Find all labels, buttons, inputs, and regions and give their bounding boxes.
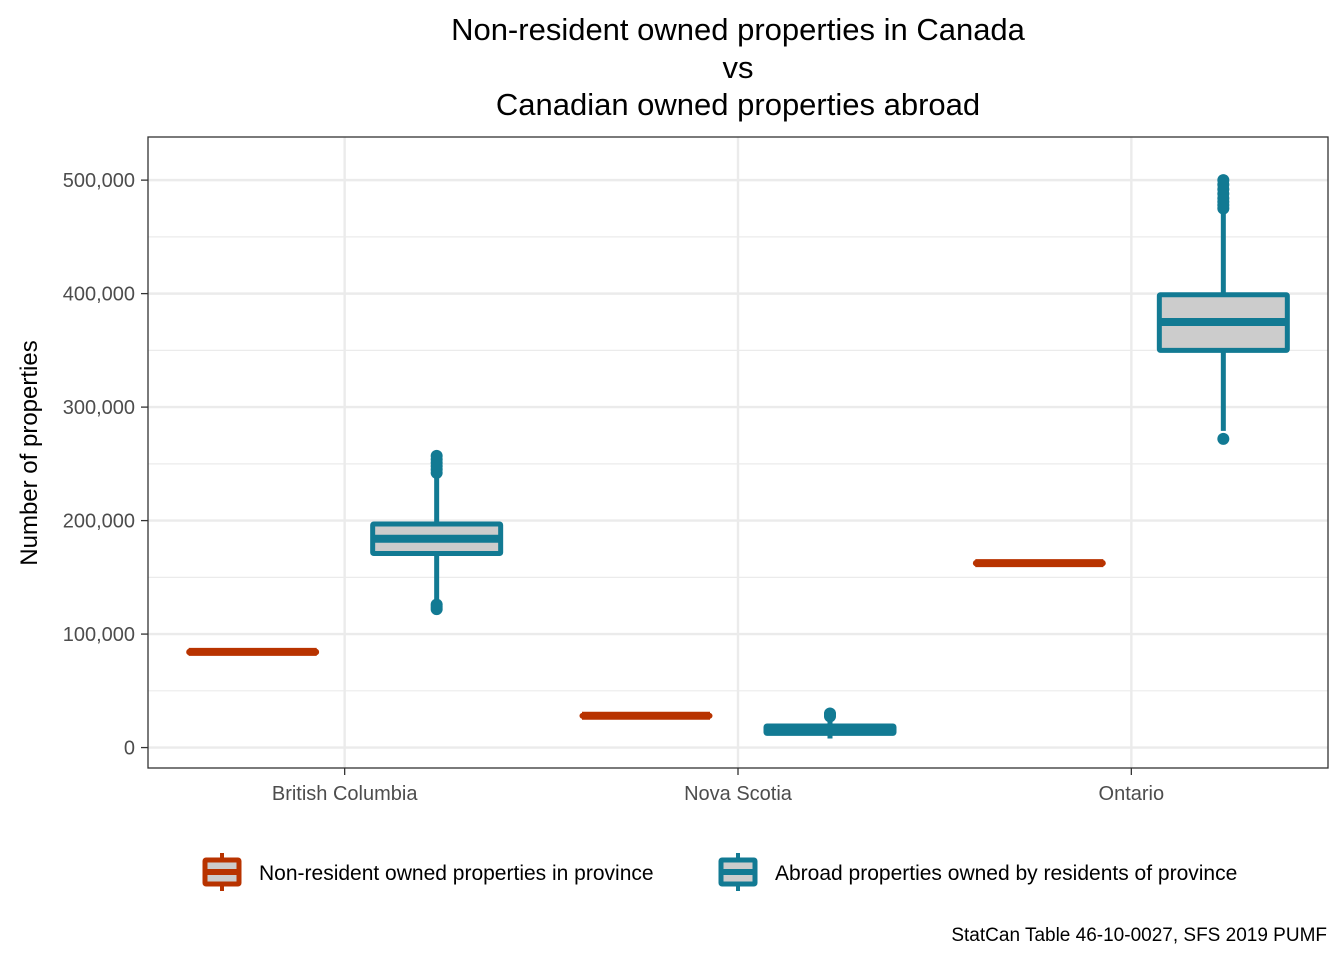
title-line-2: vs	[723, 50, 754, 85]
y-tick-label: 200,000	[63, 511, 135, 533]
legend-label: Abroad properties owned by residents of …	[775, 862, 1237, 885]
outlier-point	[430, 449, 443, 462]
box-nonresident-ontario	[972, 559, 1106, 568]
title-line-3: Canadian owned properties abroad	[496, 87, 980, 122]
outlier-point	[1217, 174, 1230, 187]
y-tick-label: 300,000	[63, 397, 135, 419]
x-tick-label: Ontario	[1099, 783, 1165, 805]
box-nonresident-nova-scotia	[579, 711, 713, 720]
chart-title: Non-resident owned properties in Canada …	[451, 12, 1026, 122]
box-nonresident-british-columbia	[186, 647, 320, 656]
y-tick-label: 400,000	[63, 284, 135, 306]
box-abroad-nova-scotia	[763, 707, 897, 739]
legend-label: Non-resident owned properties in provinc…	[259, 862, 654, 885]
y-tick-label: 0	[124, 738, 135, 760]
x-tick-label: Nova Scotia	[684, 783, 793, 805]
y-axis-title: Number of properties	[16, 340, 43, 565]
legend: Non-resident owned properties in provinc…	[202, 853, 1237, 891]
y-tick-label: 100,000	[63, 624, 135, 646]
outlier-point	[430, 598, 443, 611]
plot-panel	[147, 136, 1329, 769]
box-abroad-british-columbia	[370, 449, 504, 616]
box-abroad-ontario	[1156, 174, 1290, 445]
caption: StatCan Table 46-10-0027, SFS 2019 PUMF	[951, 925, 1327, 946]
legend-key-abroad	[718, 853, 758, 891]
x-tick-label: British Columbia	[272, 783, 418, 805]
outlier-point	[824, 707, 836, 720]
x-axis: British Columbia Nova Scotia Ontario	[272, 768, 1164, 805]
y-axis: 0 100,000 200,000 300,000 400,000 500,000	[63, 170, 148, 760]
y-tick-label: 500,000	[63, 170, 135, 192]
title-line-1: Non-resident owned properties in Canada	[451, 12, 1026, 47]
outlier-point	[1217, 432, 1230, 445]
legend-key-nonresident	[202, 853, 242, 891]
